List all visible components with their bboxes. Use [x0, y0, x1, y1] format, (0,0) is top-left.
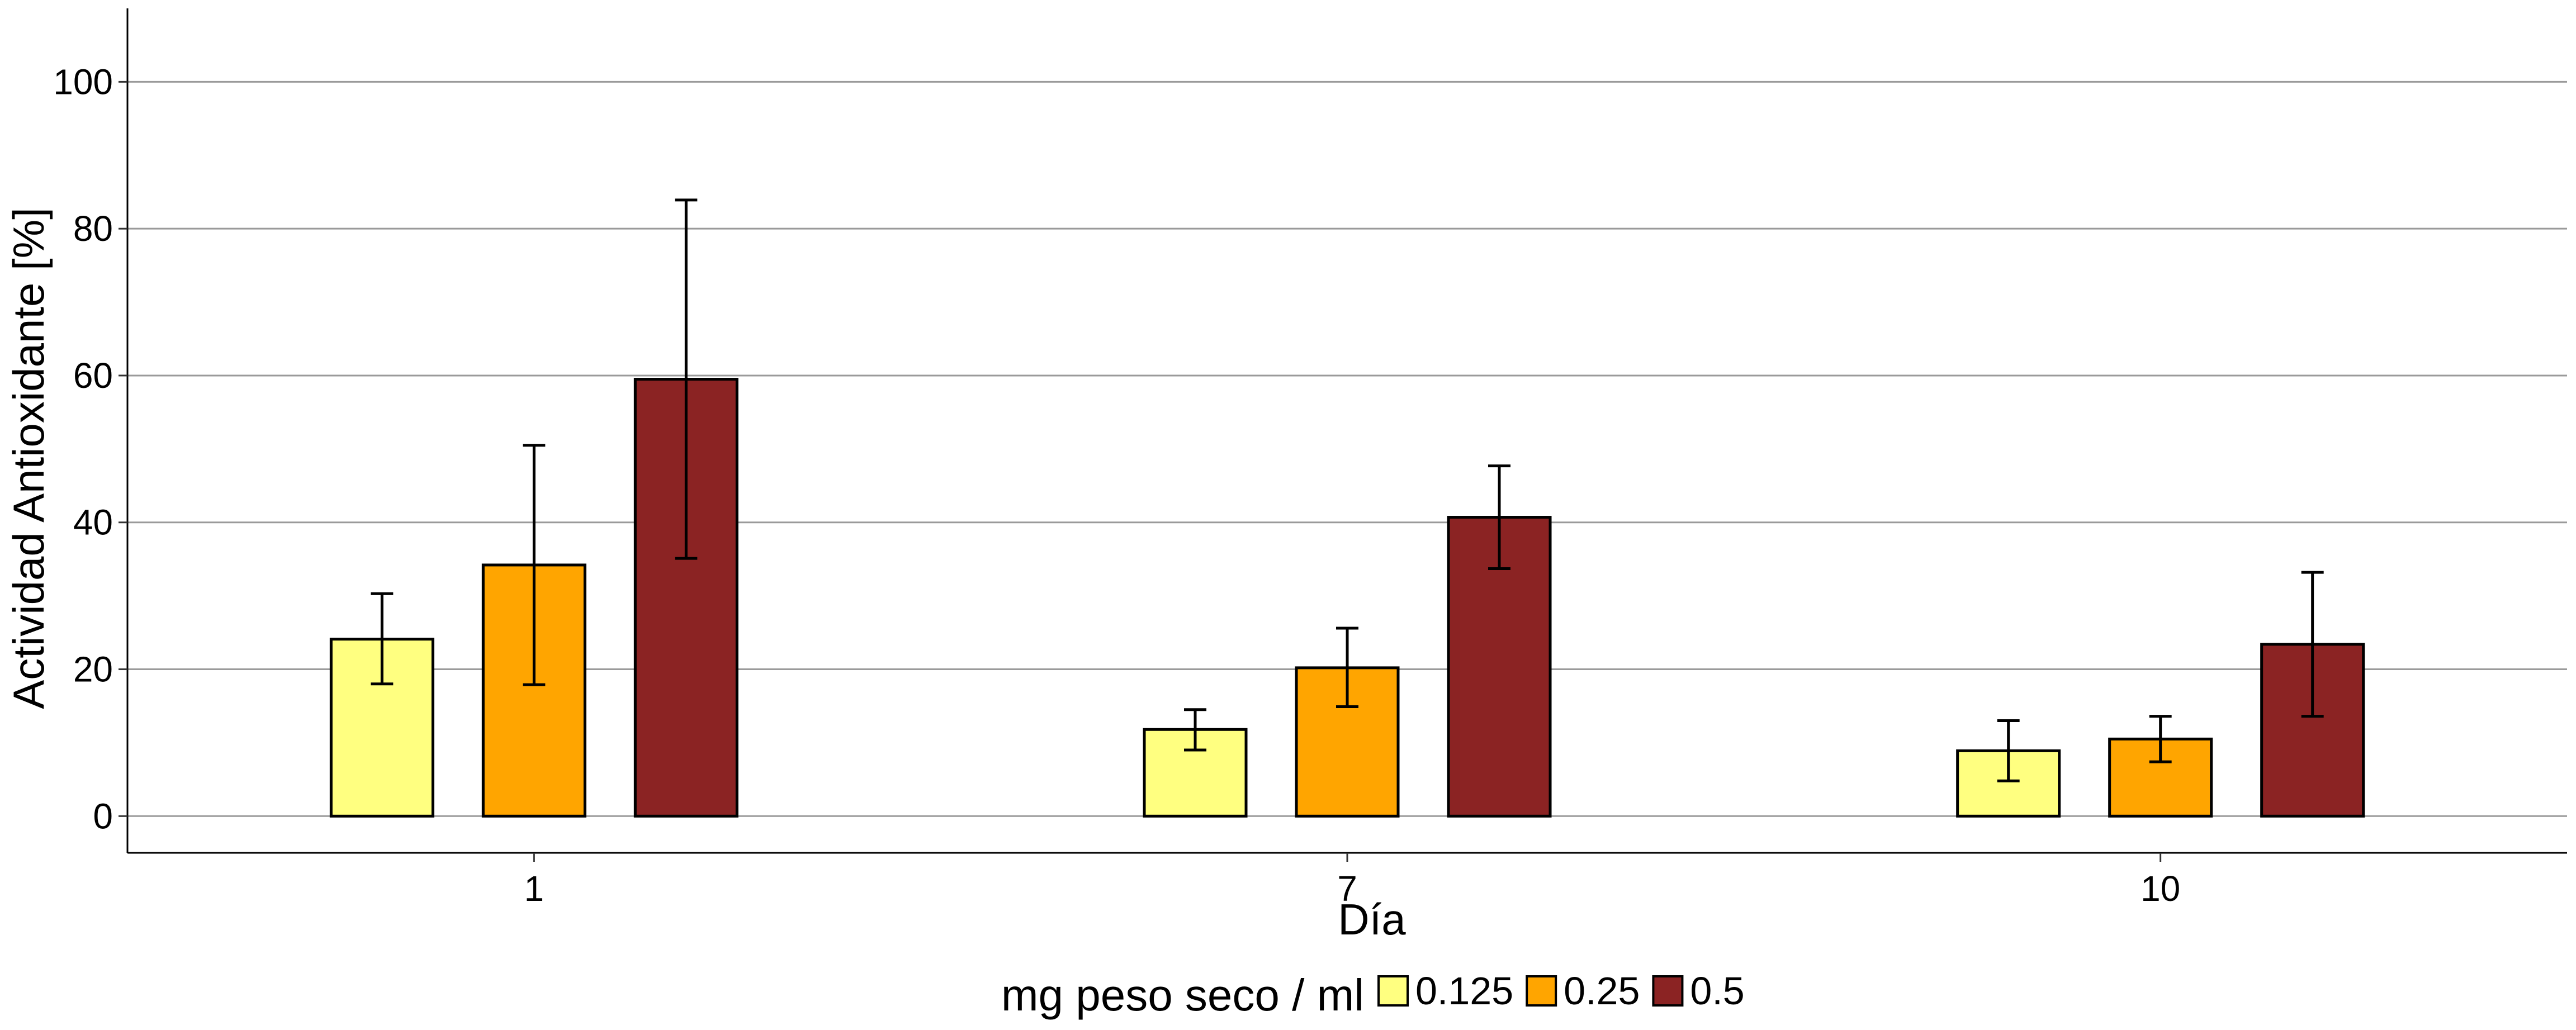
legend-key-0.25 [1526, 975, 1557, 1007]
legend-label-0.125: 0.125 [1415, 969, 1513, 1013]
error-bar-0.125-day-1 [371, 592, 394, 686]
error-bar-0.5-day-1 [675, 198, 698, 560]
x-tick-label-0: 1 [524, 868, 544, 909]
legend-key-0.125 [1377, 975, 1409, 1007]
error-bar-0.125-day-7 [1184, 708, 1206, 752]
x-tick-label-2: 10 [2141, 868, 2180, 909]
y-tick-label-3: 60 [73, 355, 113, 396]
legend-title: mg peso seco / ml [1001, 970, 1364, 1020]
error-bar-0.25-day-1 [523, 444, 546, 686]
x-tick-labels: 1 7 10 [524, 853, 2180, 909]
y-tick-label-1: 20 [73, 649, 113, 690]
error-bar-0.25-day-10 [2149, 715, 2172, 763]
error-bar-0.5-day-7 [1488, 464, 1510, 571]
legend-label-0.5: 0.5 [1690, 969, 1744, 1013]
y-tick-label-4: 80 [73, 208, 113, 249]
error-bar-0.5-day-10 [2301, 571, 2324, 718]
error-bar-0.125-day-10 [1997, 719, 2020, 782]
y-tick-label-5: 100 [53, 61, 113, 102]
legend-items: 0.125 0.25 0.5 [1377, 969, 1745, 1013]
legend: mg peso seco / ml 0.125 0.25 0.5 [1001, 969, 1745, 1020]
x-tick-label-1: 7 [1337, 868, 1357, 909]
x-axis-title: Día [1338, 895, 1406, 944]
error-bars [371, 198, 2324, 782]
y-tick-labels: 0 20 40 60 80 100 [53, 61, 127, 836]
y-tick-label-2: 40 [73, 502, 113, 543]
legend-item-0.25: 0.25 [1526, 969, 1640, 1013]
bars [329, 378, 2365, 818]
legend-item-0.125: 0.125 [1377, 969, 1513, 1013]
y-tick-label-0: 0 [93, 796, 113, 836]
y-axis-title: Actividad Antioxidante [%] [4, 207, 53, 709]
error-bar-0.25-day-7 [1336, 626, 1358, 709]
legend-item-0.5: 0.5 [1652, 969, 1745, 1013]
legend-key-0.5 [1652, 975, 1684, 1007]
legend-label-0.25: 0.25 [1564, 969, 1640, 1013]
